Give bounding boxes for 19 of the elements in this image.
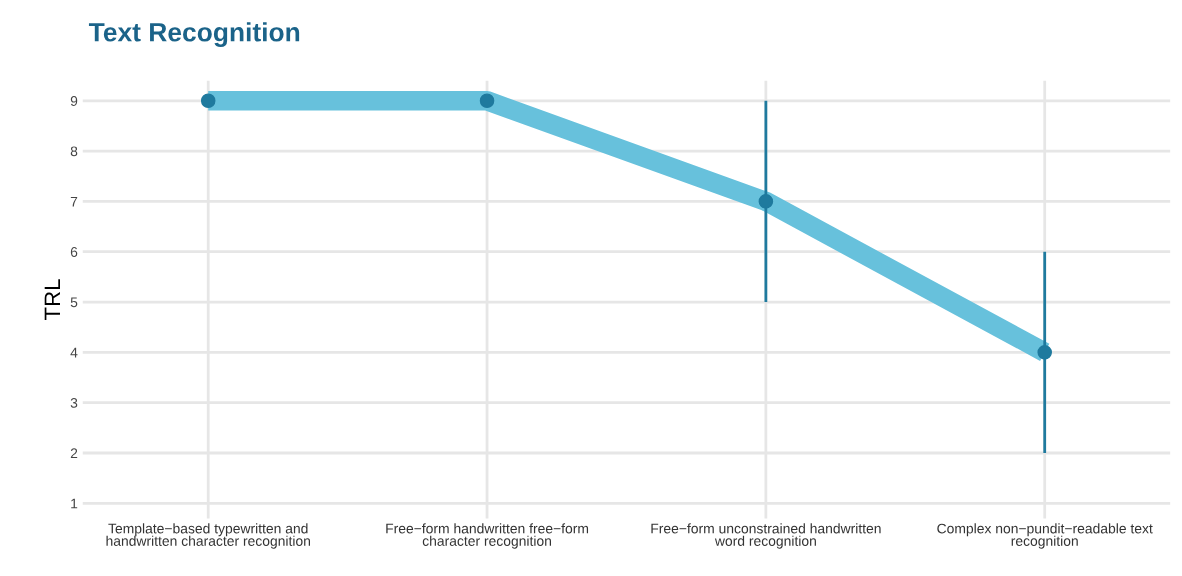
point <box>758 194 774 209</box>
x-tick-label: Free−form handwritten free−form character recognition <box>386 523 589 549</box>
y-axis-title: TRL <box>44 279 60 321</box>
y-tick-label: 1 <box>71 498 78 509</box>
chart-title: Text Recognition <box>88 22 300 47</box>
point <box>1037 345 1052 360</box>
y-tick-label: 9 <box>70 96 78 106</box>
y-tick-label: 2 <box>70 448 78 459</box>
y-tick-label: 3 <box>70 398 78 408</box>
y-tick-label: 7 <box>70 196 78 207</box>
y-tick-label: 5 <box>70 297 78 308</box>
point <box>479 93 495 109</box>
x-tick-label: Free−form unconstrained handwritten word recognition <box>651 523 881 549</box>
y-tick-label: 8 <box>70 146 78 157</box>
y-tick-label: 4 <box>70 347 78 358</box>
y-tick-label: 6 <box>70 247 78 257</box>
point <box>200 93 216 109</box>
x-tick-label: Template−based typewritten and handwritten character recognition <box>106 523 310 549</box>
x-tick-label: Complex non−pundit−readable text recognition <box>937 523 1153 549</box>
